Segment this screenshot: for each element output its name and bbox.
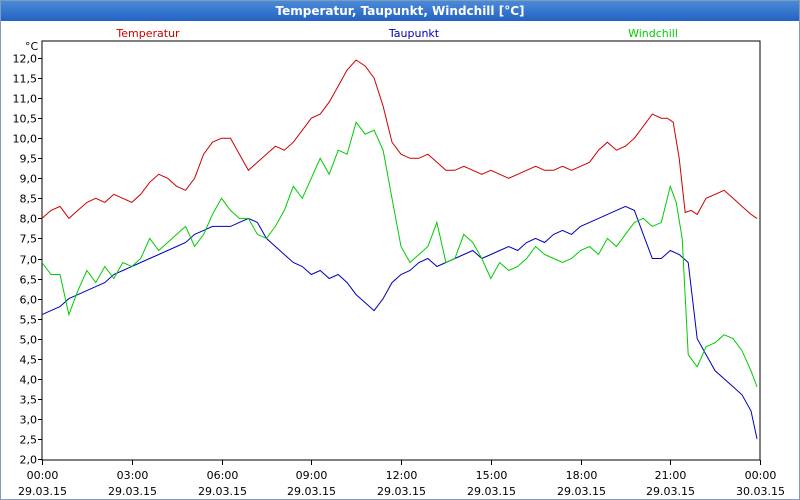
x-tick-time: 06:00 <box>207 469 239 482</box>
y-tick-label: 8,0 <box>20 213 38 226</box>
y-tick-label: 2,0 <box>20 454 38 467</box>
x-tick-time: 09:00 <box>296 469 328 482</box>
y-tick-label: 3,0 <box>20 414 38 427</box>
x-tick-time: 03:00 <box>117 469 149 482</box>
x-tick-time: 18:00 <box>566 469 598 482</box>
x-tick-date: 29.03.15 <box>108 485 157 498</box>
y-tick-label: 11,5 <box>13 73 38 86</box>
window-title: Temperatur, Taupunkt, Windchill [°C] <box>1 1 799 21</box>
y-tick-label: 10,0 <box>13 133 38 146</box>
series <box>41 59 758 440</box>
x-tick-date: 30.03.15 <box>736 485 785 498</box>
legend-windchill: Windchill <box>628 27 678 40</box>
y-tick-label: 6,5 <box>20 274 38 287</box>
x-tick-date: 29.03.15 <box>467 485 516 498</box>
legend-taupunkt: Taupunkt <box>388 27 440 40</box>
y-tick-label: 7,0 <box>20 254 38 267</box>
axes: 2,0 2,5 3,0 3,5 4,0 4,5 5,0 5,5 6,0 6,5 7,0 7,5 8,0 8… <box>13 40 785 498</box>
y-tick-label: 7,5 <box>20 233 38 246</box>
x-tick-date: 29.03.15 <box>18 485 67 498</box>
y-tick-label: 5,0 <box>20 334 38 347</box>
x-tick-date: 29.03.15 <box>646 485 695 498</box>
y-tick-label: 8,5 <box>20 193 38 206</box>
x-tick-date: 29.03.15 <box>557 485 606 498</box>
x-tick-date: 29.03.15 <box>377 485 426 498</box>
line-chart: 2,0 2,5 3,0 3,5 4,0 4,5 5,0 5,5 6,0 6,5 7,0 7,5 8,0 8… <box>13 27 785 498</box>
y-tick-label: 9,0 <box>20 173 38 186</box>
series-line-temperatur <box>41 59 758 220</box>
y-tick-label: 4,5 <box>20 354 38 367</box>
x-tick-time: 00:00 <box>27 469 59 482</box>
y-tick-label: 6,0 <box>20 294 38 307</box>
x-tick-time: 12:00 <box>386 469 418 482</box>
x-tick-date: 29.03.15 <box>287 485 336 498</box>
x-tick-date: 29.03.15 <box>198 485 247 498</box>
plot-frame <box>41 40 761 461</box>
legend: Temperatur Taupunkt Windchill <box>115 27 678 40</box>
y-tick-label: 5,5 <box>20 314 38 327</box>
y-tick-label: 4,0 <box>20 374 38 387</box>
series-line-windchill <box>41 121 758 387</box>
y-axis-unit: °C <box>25 40 39 53</box>
y-tick-label: 2,5 <box>20 434 38 447</box>
legend-temperatur: Temperatur <box>115 27 180 40</box>
x-tick-time: 21:00 <box>655 469 687 482</box>
x-tick-time: 15:00 <box>476 469 508 482</box>
series-line-taupunkt <box>41 205 758 440</box>
y-tick-label: 11,0 <box>13 93 38 106</box>
x-tick-time: 00:00 <box>745 469 777 482</box>
y-tick-label: 9,5 <box>20 153 38 166</box>
y-tick-label: 12,0 <box>13 53 38 66</box>
y-tick-label: 3,5 <box>20 394 38 407</box>
y-tick-label: 10,5 <box>13 113 38 126</box>
